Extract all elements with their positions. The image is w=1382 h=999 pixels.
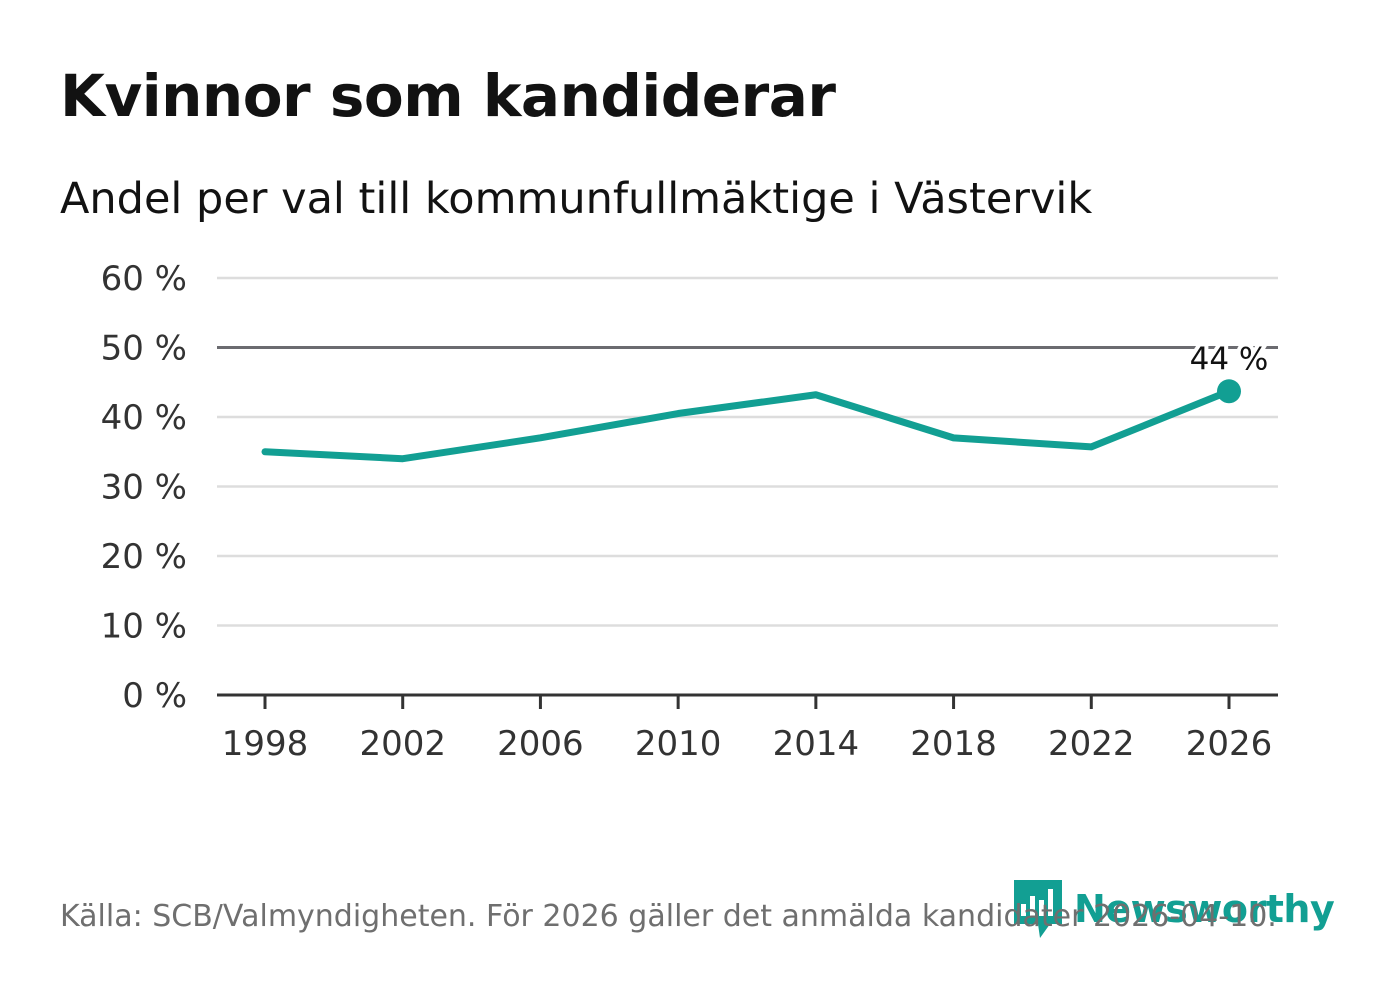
y-tick-label: 0 % <box>122 676 187 716</box>
end-point-marker <box>1217 379 1241 404</box>
x-tick-label: 2026 <box>1186 724 1273 764</box>
y-tick-label: 20 % <box>101 537 187 577</box>
series-line-andel-kvinnor <box>261 387 1233 463</box>
source-note: Källa: SCB/Valmyndigheten. För 2026 gäll… <box>60 899 1277 934</box>
x-tick-label: 2022 <box>1048 724 1135 764</box>
chart-title: Kvinnor som kandiderar <box>60 62 836 130</box>
y-tick-label: 10 % <box>101 607 187 647</box>
x-tick-label: 2010 <box>635 724 722 764</box>
data-point <box>812 391 820 399</box>
newsworthy-logo-icon <box>1014 880 1062 938</box>
y-tick-label: 50 % <box>101 329 187 369</box>
x-tick-label: 2002 <box>359 724 446 764</box>
x-tick-label: 2014 <box>773 724 860 764</box>
data-point <box>536 434 544 442</box>
data-point <box>399 455 407 463</box>
y-tick-label: 30 % <box>101 468 187 508</box>
x-tick-label: 2006 <box>497 724 584 764</box>
data-point <box>674 410 682 418</box>
end-value-label: 44 % <box>1190 341 1269 377</box>
brand-name: Newsworthy <box>1074 887 1335 931</box>
data-point <box>261 448 269 456</box>
data-point <box>950 434 958 442</box>
y-tick-label: 40 % <box>101 398 187 438</box>
x-tick-label: 1998 <box>222 724 309 764</box>
newsworthy-brand[interactable]: Newsworthy <box>1012 878 1335 940</box>
data-point <box>1087 443 1095 451</box>
chart-subtitle: Andel per val till kommunfullmäktige i V… <box>60 174 1093 224</box>
y-tick-label: 60 % <box>101 259 187 299</box>
x-tick-label: 2018 <box>910 724 997 764</box>
